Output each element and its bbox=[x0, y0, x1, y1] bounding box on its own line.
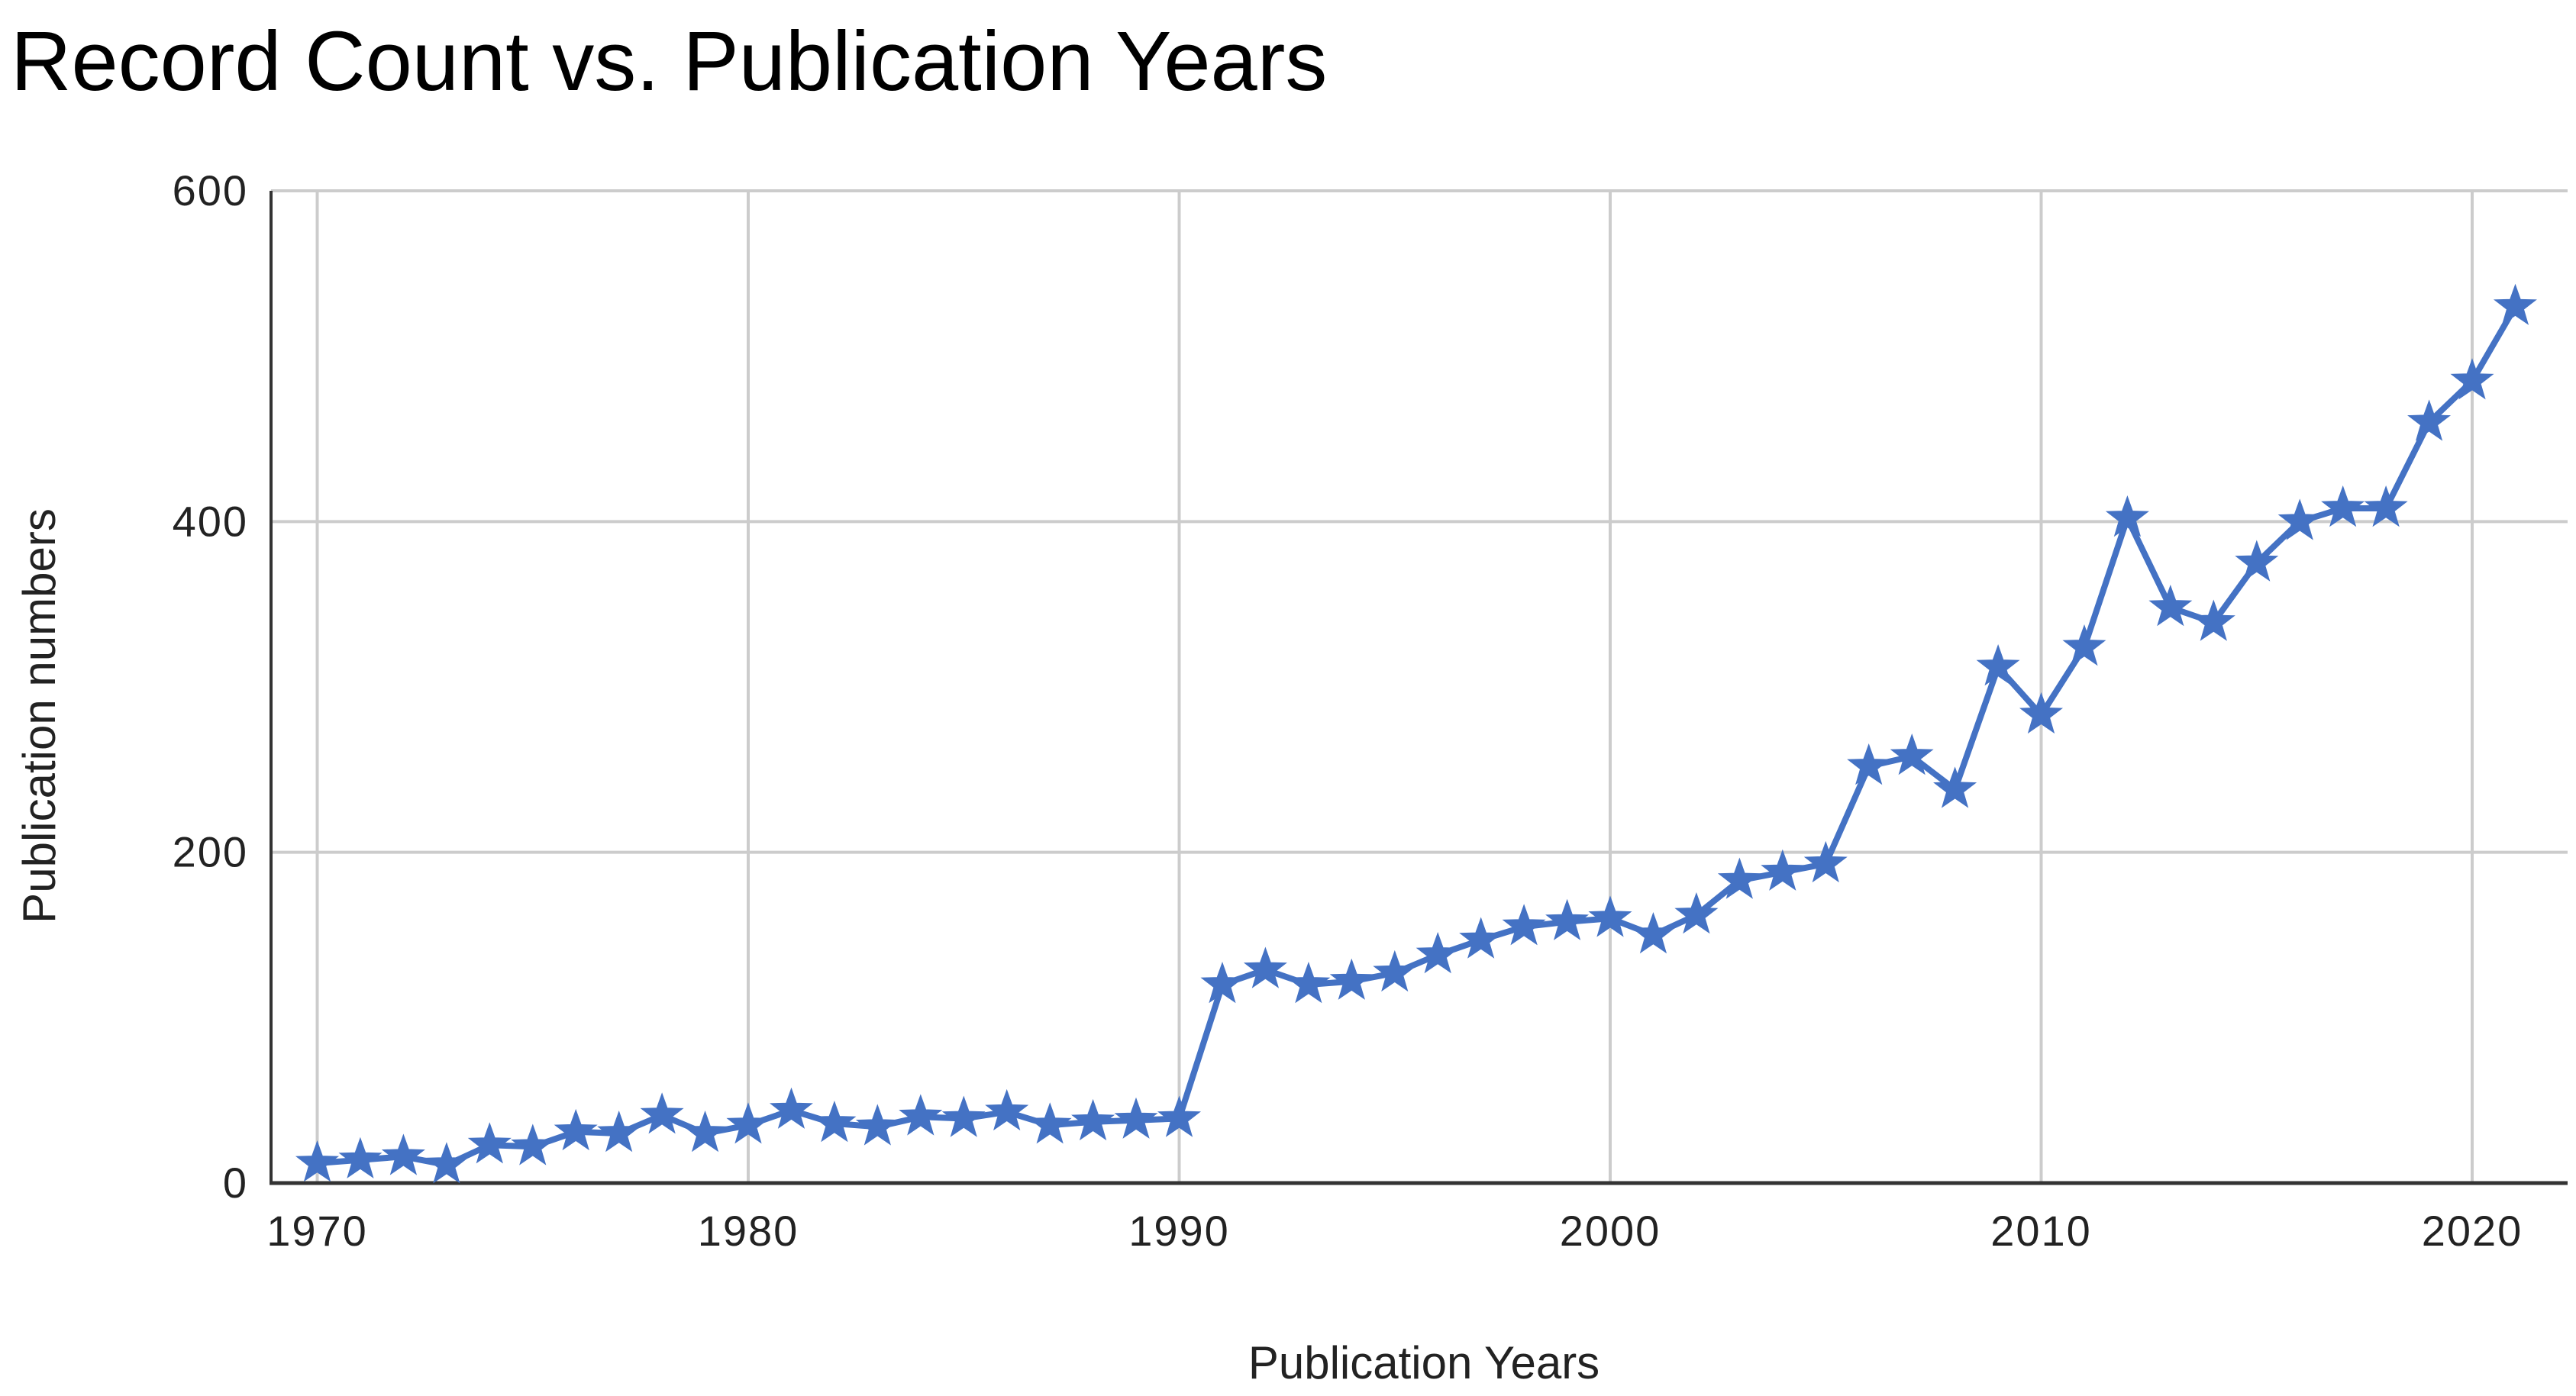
data-point-star bbox=[1071, 1098, 1115, 1141]
data-point-star bbox=[381, 1133, 425, 1175]
data-point-star bbox=[467, 1122, 512, 1164]
data-point-star bbox=[855, 1104, 899, 1146]
data-point-star bbox=[2277, 498, 2322, 540]
data-point-star bbox=[597, 1111, 641, 1153]
y-tick-label: 400 bbox=[173, 497, 248, 545]
data-point-star bbox=[424, 1142, 469, 1184]
data-point-star bbox=[985, 1088, 1029, 1131]
data-point-star bbox=[1373, 949, 1417, 992]
data-point-star bbox=[1243, 946, 1287, 988]
data-point-star bbox=[1761, 849, 1805, 891]
y-tick-label: 600 bbox=[173, 166, 248, 214]
data-series bbox=[295, 283, 2537, 1184]
data-point-star bbox=[338, 1136, 383, 1178]
data-point-star bbox=[1028, 1102, 1072, 1144]
data-point-star bbox=[1588, 895, 1632, 937]
data-point-star bbox=[1803, 840, 1848, 883]
data-point-star bbox=[2191, 599, 2235, 641]
data-point-star bbox=[1200, 962, 1244, 1004]
data-point-star bbox=[1459, 917, 1503, 959]
series-line bbox=[314, 303, 2519, 1169]
data-point-star bbox=[1157, 1095, 1202, 1137]
x-tick-label: 2020 bbox=[2422, 1207, 2523, 1255]
x-axis-title: Publication Years bbox=[1248, 1337, 1600, 1388]
chart-title: Record Count vs. Publication Years bbox=[11, 15, 1327, 108]
data-point-star bbox=[1847, 743, 1891, 785]
data-point-star bbox=[2493, 283, 2537, 325]
data-point-star bbox=[2062, 624, 2106, 666]
data-point-star bbox=[2364, 485, 2408, 527]
data-point-star bbox=[2019, 692, 2064, 734]
data-point-star bbox=[1933, 766, 1977, 808]
data-point-star bbox=[899, 1094, 943, 1136]
data-point-star bbox=[683, 1111, 728, 1153]
data-point-star bbox=[1890, 733, 1934, 775]
data-point-star bbox=[812, 1101, 857, 1143]
y-tick-label: 200 bbox=[173, 828, 248, 876]
data-point-star bbox=[2148, 585, 2193, 627]
data-point-star bbox=[2450, 358, 2494, 400]
data-point-star bbox=[1416, 932, 1460, 974]
gridlines bbox=[271, 189, 2568, 1183]
data-point-star bbox=[2407, 399, 2452, 441]
data-point-star bbox=[1545, 898, 1590, 940]
data-point-star bbox=[2321, 485, 2365, 527]
data-point-star bbox=[1329, 958, 1374, 1000]
x-tick-label: 1990 bbox=[1128, 1207, 1230, 1255]
data-point-star bbox=[554, 1108, 598, 1151]
data-point-star bbox=[1717, 857, 1761, 899]
data-point-star bbox=[511, 1124, 555, 1165]
y-axis-title: Publication numbers bbox=[14, 508, 65, 924]
x-tick-label: 1970 bbox=[266, 1207, 368, 1255]
axes bbox=[270, 191, 2568, 1185]
x-tick-label: 2000 bbox=[1560, 1207, 1661, 1255]
tick-labels: 0 200 400 600 1970 1980 1990 2000 2010 2020 bbox=[173, 166, 2523, 1255]
data-point-star bbox=[1674, 892, 1719, 934]
y-tick-label: 0 bbox=[223, 1159, 248, 1207]
data-point-star bbox=[1631, 912, 1675, 954]
data-point-star bbox=[640, 1092, 684, 1134]
x-tick-label: 2010 bbox=[1990, 1207, 2092, 1255]
data-point-star bbox=[1976, 644, 2020, 686]
data-point-star bbox=[1114, 1097, 1158, 1139]
data-point-star bbox=[941, 1095, 986, 1137]
data-point-star bbox=[295, 1140, 340, 1182]
data-point-star bbox=[726, 1102, 770, 1144]
data-point-star bbox=[2105, 495, 2149, 537]
data-point-star bbox=[769, 1087, 813, 1129]
data-point-star bbox=[2235, 540, 2279, 582]
x-tick-label: 1980 bbox=[698, 1207, 799, 1255]
data-point-star bbox=[1286, 962, 1331, 1004]
data-point-star bbox=[1502, 904, 1546, 946]
